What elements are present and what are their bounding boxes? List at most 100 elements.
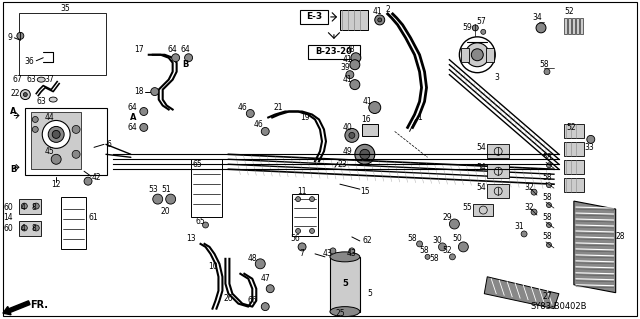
Circle shape (449, 219, 460, 229)
Text: 60: 60 (3, 203, 13, 211)
Circle shape (52, 130, 60, 138)
Text: 12: 12 (51, 180, 61, 189)
Text: 63: 63 (26, 75, 36, 84)
Circle shape (349, 248, 355, 254)
Text: 59: 59 (463, 23, 472, 32)
Text: 30: 30 (433, 236, 442, 245)
Text: 26: 26 (223, 294, 233, 303)
Bar (487, 184, 509, 198)
Text: 64: 64 (180, 45, 191, 54)
Text: 49: 49 (343, 147, 353, 156)
Circle shape (547, 242, 552, 248)
Text: 9: 9 (8, 33, 13, 42)
Text: 8: 8 (32, 225, 36, 234)
Text: 5: 5 (367, 289, 372, 298)
Text: 4: 4 (21, 225, 26, 234)
Text: 16: 16 (361, 115, 371, 124)
Circle shape (458, 242, 468, 252)
Text: 22: 22 (11, 89, 20, 98)
Circle shape (32, 116, 38, 122)
Circle shape (261, 303, 269, 311)
Text: 45: 45 (44, 147, 54, 156)
Text: 65: 65 (193, 160, 202, 169)
Bar (340, 10, 368, 30)
Circle shape (346, 71, 354, 79)
Bar (572, 18, 575, 34)
Text: 36: 36 (24, 57, 34, 66)
Text: 33: 33 (584, 143, 594, 152)
Text: 64: 64 (128, 123, 138, 132)
Text: 58: 58 (408, 234, 417, 243)
Circle shape (151, 88, 159, 96)
Circle shape (261, 127, 269, 135)
Circle shape (33, 225, 39, 231)
Bar (564, 178, 584, 192)
Text: 41: 41 (363, 97, 372, 106)
Circle shape (350, 80, 360, 90)
Circle shape (246, 109, 254, 117)
Circle shape (547, 203, 552, 208)
Circle shape (32, 126, 38, 132)
Circle shape (21, 203, 28, 209)
Circle shape (472, 25, 478, 31)
Text: 39: 39 (340, 63, 350, 72)
Bar (487, 164, 509, 178)
Circle shape (350, 60, 360, 70)
Text: 58: 58 (542, 212, 552, 221)
Text: A: A (10, 107, 17, 116)
Circle shape (521, 231, 527, 237)
Text: 58: 58 (542, 233, 552, 241)
Bar (292, 194, 318, 236)
Bar (568, 18, 571, 34)
Ellipse shape (330, 307, 360, 316)
Text: 21: 21 (273, 103, 283, 112)
Text: 43: 43 (323, 249, 333, 258)
Circle shape (369, 101, 381, 114)
Circle shape (33, 203, 39, 209)
Circle shape (72, 125, 80, 133)
Bar (461, 48, 469, 62)
Circle shape (140, 108, 148, 115)
FancyArrow shape (3, 301, 30, 315)
Circle shape (360, 149, 370, 159)
Bar (300, 10, 328, 24)
Text: 47: 47 (260, 274, 270, 283)
Bar (362, 124, 378, 137)
Text: 4: 4 (21, 203, 26, 211)
Text: 66: 66 (248, 296, 257, 305)
Bar (191, 159, 223, 217)
Text: 60: 60 (3, 225, 13, 234)
Text: 32: 32 (524, 203, 534, 211)
Text: 18: 18 (134, 87, 143, 96)
Text: 42: 42 (91, 173, 101, 182)
Bar (580, 18, 583, 34)
Circle shape (296, 197, 301, 202)
Circle shape (355, 145, 375, 164)
Text: 46: 46 (237, 103, 247, 112)
Circle shape (544, 69, 550, 75)
Ellipse shape (49, 97, 57, 102)
Circle shape (536, 23, 546, 33)
Text: 19: 19 (300, 113, 310, 122)
Circle shape (531, 209, 537, 215)
Text: 61: 61 (88, 212, 98, 221)
Text: 28: 28 (616, 233, 625, 241)
Circle shape (153, 194, 163, 204)
Text: 2: 2 (385, 5, 390, 14)
Text: 7: 7 (300, 249, 305, 258)
Bar (26, 108, 107, 175)
Text: 67: 67 (12, 75, 22, 84)
Circle shape (378, 18, 381, 22)
Polygon shape (574, 201, 616, 293)
Text: 57: 57 (476, 18, 486, 26)
Polygon shape (19, 221, 41, 236)
Text: 31: 31 (515, 222, 524, 232)
Polygon shape (484, 277, 559, 308)
Circle shape (310, 228, 314, 234)
Circle shape (17, 32, 24, 39)
Circle shape (345, 129, 359, 142)
Text: SY83-B0402B: SY83-B0402B (531, 302, 587, 311)
Text: 29: 29 (443, 212, 452, 221)
Bar (330, 257, 360, 312)
Text: 41: 41 (343, 55, 353, 64)
